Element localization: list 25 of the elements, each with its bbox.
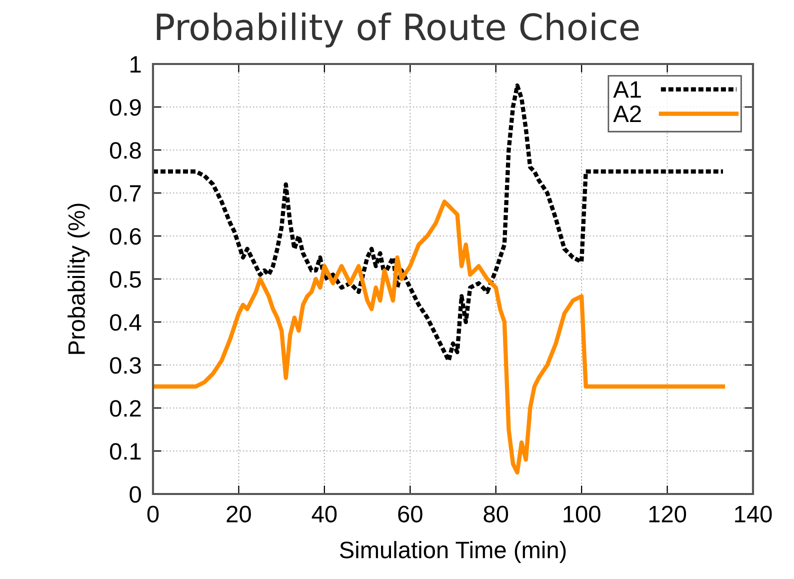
y-tick-label: 0.2 (110, 400, 141, 417)
x-tick-label: 120 (649, 506, 686, 522)
legend-label: A2 (613, 106, 641, 122)
y-axis-title: Probability (%) (68, 204, 90, 354)
y-tick-label: 0.6 (110, 228, 141, 245)
chart-title: Probability of Route Choice (156, 12, 639, 48)
x-tick-label: 100 (564, 506, 600, 522)
y-tick-label: 0.3 (110, 357, 141, 374)
x-tick-label: 80 (484, 506, 508, 522)
y-tick-label: 0.1 (110, 443, 141, 460)
x-axis-title: Simulation Time (min) (340, 541, 566, 564)
x-tick-label: 40 (312, 506, 337, 522)
y-tick-label: 0.8 (110, 142, 141, 159)
x-tick-label: 0 (147, 506, 159, 522)
y-tick-label: 0 (130, 486, 141, 503)
line-series (153, 200, 726, 475)
x-tick-label: 60 (398, 506, 422, 522)
y-tick-label: 0.9 (110, 99, 141, 116)
x-tick-label: 20 (226, 506, 251, 522)
y-tick-label: 0.5 (110, 271, 141, 288)
legend-label: A1 (613, 81, 641, 98)
y-tick-label: 0.4 (110, 314, 142, 331)
x-tick-label: 140 (735, 506, 772, 522)
y-tick-label: 0.7 (110, 185, 141, 202)
y-tick-label: 1 (130, 56, 141, 73)
